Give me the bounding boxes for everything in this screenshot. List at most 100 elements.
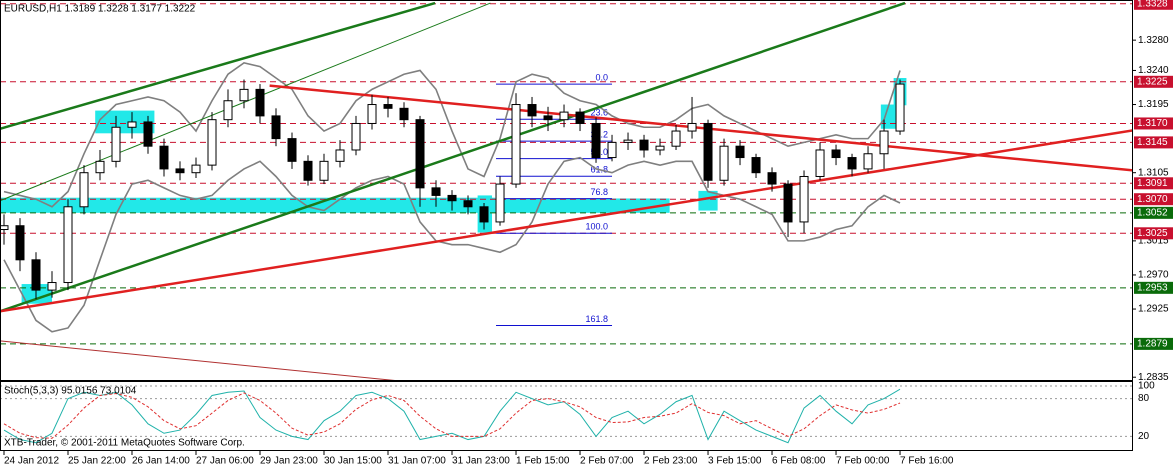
fib-label: 161.8 xyxy=(585,314,608,324)
x-tick-label: 30 Jan 15:00 xyxy=(324,456,382,467)
candle-body xyxy=(879,130,889,155)
fib-label: 0.0 xyxy=(596,72,609,82)
candle-body xyxy=(399,107,409,121)
x-tick-label: 7 Feb 00:00 xyxy=(836,456,890,467)
y-tick-label: 1.2835 xyxy=(1138,372,1169,383)
candle-body xyxy=(895,83,905,132)
level-label: 1.2879 xyxy=(1137,339,1168,350)
candle-body xyxy=(239,88,249,102)
level-label-box xyxy=(1134,227,1173,240)
candle-body xyxy=(543,115,553,121)
level-label: 1.3145 xyxy=(1137,137,1168,148)
candle-body xyxy=(351,122,361,151)
candle-body xyxy=(575,111,585,124)
stoch-main xyxy=(3,388,901,444)
fib-label: 76.8 xyxy=(590,187,608,197)
level-label-box xyxy=(1134,193,1173,206)
candle-body xyxy=(63,206,73,284)
x-tick-label: 3 Feb 15:00 xyxy=(708,456,762,467)
footer: XTB-Trader, © 2001-2011 MetaQuotes Softw… xyxy=(4,438,245,449)
candle-body xyxy=(111,126,121,162)
x-tick-label: 6 Feb 08:00 xyxy=(772,456,826,467)
zone xyxy=(880,104,897,129)
bollinger-lower xyxy=(3,156,901,333)
candle-body xyxy=(751,157,761,174)
candle-body xyxy=(767,172,777,185)
trendline xyxy=(269,84,1133,172)
zone xyxy=(495,198,670,213)
stoch-signal xyxy=(3,392,901,439)
level-label: 1.3025 xyxy=(1137,228,1168,239)
candle-body xyxy=(319,160,329,181)
zone xyxy=(95,110,155,134)
candle-body xyxy=(511,104,521,185)
level-label: 1.3170 xyxy=(1137,118,1168,129)
zone xyxy=(698,190,718,211)
candle-body xyxy=(207,119,217,166)
level-label-box xyxy=(1134,206,1173,219)
candle-body xyxy=(591,122,601,159)
candle-body xyxy=(159,145,169,170)
candle-body xyxy=(15,225,25,261)
fib-label: 23.6 xyxy=(590,108,608,118)
x-tick-label: 7 Feb 16:00 xyxy=(900,456,954,467)
level-label: 1.3052 xyxy=(1137,207,1168,218)
level-label-box xyxy=(1134,117,1173,130)
level-label-box xyxy=(1134,0,1173,10)
bollinger-upper xyxy=(3,62,901,208)
candle-body xyxy=(255,88,265,117)
y-tick-label: 1.2970 xyxy=(1138,270,1169,281)
candle-body xyxy=(431,187,441,196)
candle-body xyxy=(47,282,57,291)
y-tick-label: 1.3015 xyxy=(1138,236,1169,247)
candle-body xyxy=(223,100,233,121)
candle-body xyxy=(127,121,137,128)
level-label: 1.2953 xyxy=(1137,282,1168,293)
x-tick-label: 2 Feb 07:00 xyxy=(580,456,634,467)
candle-body xyxy=(479,206,489,223)
candle-body xyxy=(831,149,841,159)
zone xyxy=(21,284,53,304)
candle-body xyxy=(415,119,425,189)
candle-body xyxy=(863,153,873,170)
candle-body xyxy=(783,183,793,223)
candle-body xyxy=(719,145,729,181)
level-label-box xyxy=(1134,177,1173,190)
x-tick-label: 27 Jan 06:00 xyxy=(196,456,254,467)
x-tick-label: 1 Feb 15:00 xyxy=(516,456,570,467)
candle-body xyxy=(655,145,665,151)
candle-body xyxy=(31,259,41,291)
candle-body xyxy=(271,115,281,140)
x-tick-label: 26 Jan 14:00 xyxy=(132,456,190,467)
candle-body xyxy=(287,138,297,162)
x-tick-label: 25 Jan 22:00 xyxy=(68,456,126,467)
x-tick-label: 29 Jan 23:00 xyxy=(260,456,318,467)
y-tick-label: 1.3240 xyxy=(1138,65,1169,76)
x-tick-label: 2 Feb 23:00 xyxy=(644,456,698,467)
x-tick-label: 31 Jan 07:00 xyxy=(388,456,446,467)
candle-body xyxy=(335,149,345,162)
x-tick-label: 31 Jan 23:00 xyxy=(452,456,510,467)
fib-label: 100.0 xyxy=(585,222,608,232)
chart-title: EURUSD,H1 1.3189 1.3228 1.3177 1.3222 xyxy=(4,4,196,15)
candle-body xyxy=(559,111,569,121)
candle-body xyxy=(607,141,617,159)
candle-body xyxy=(815,149,825,177)
level-label: 1.3328 xyxy=(1137,0,1168,9)
stoch-frame xyxy=(0,381,1133,451)
stoch-tick-label: 20 xyxy=(1138,431,1150,442)
stoch-tick-label: 100 xyxy=(1138,381,1155,392)
stoch-label: Stoch(5,3,3) 95.0156 73.0104 xyxy=(4,386,137,397)
axes: 1.32801.32401.31951.31051.30151.29701.29… xyxy=(3,0,1173,467)
trendline xyxy=(0,1,906,313)
level-label-box xyxy=(1134,337,1173,350)
y-tick-label: 1.3105 xyxy=(1138,167,1169,178)
trendline xyxy=(0,2,491,202)
zone xyxy=(0,197,496,213)
candle-body xyxy=(447,194,457,202)
candle-body xyxy=(687,122,697,132)
level-label: 1.3225 xyxy=(1137,76,1168,87)
candle-body xyxy=(143,121,153,147)
